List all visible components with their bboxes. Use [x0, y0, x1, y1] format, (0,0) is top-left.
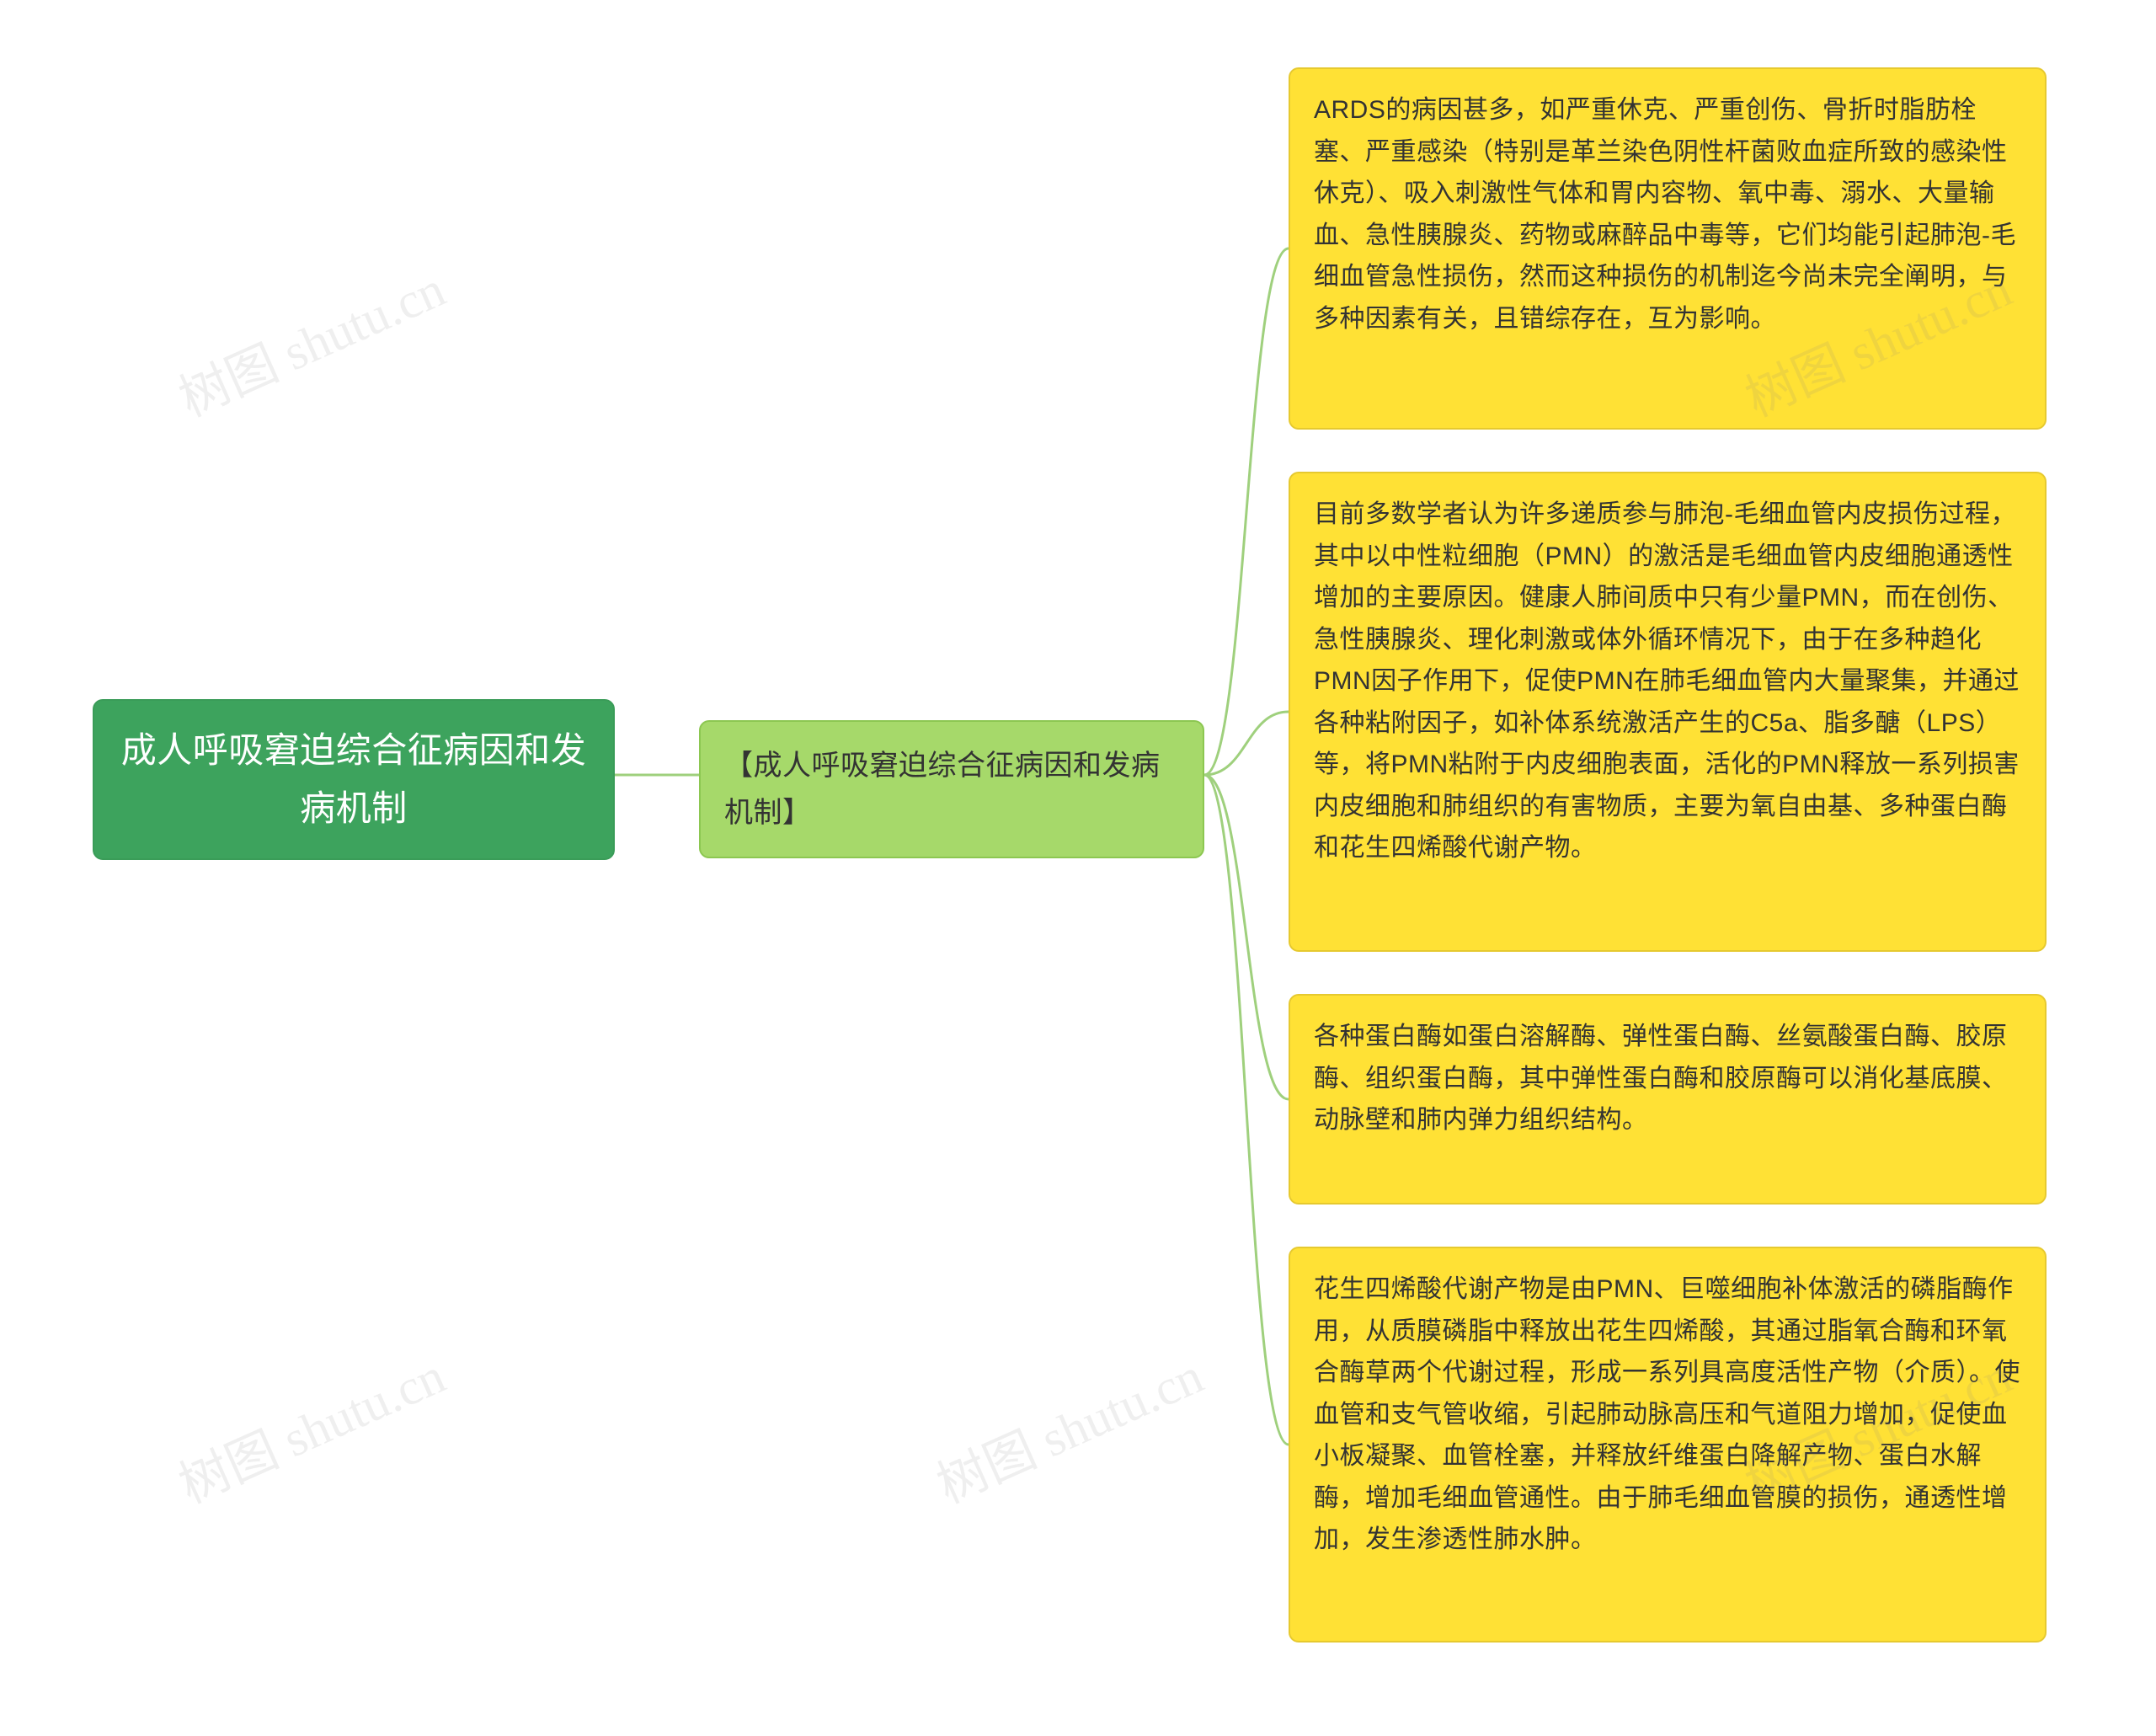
mid-node[interactable]: 【成人呼吸窘迫综合征病因和发病机制】	[699, 720, 1204, 858]
mid-label: 【成人呼吸窘迫综合征病因和发病机制】	[724, 742, 1179, 836]
root-label: 成人呼吸窘迫综合征病因和发病机制	[118, 721, 590, 838]
leaf-node-2[interactable]: 各种蛋白酶如蛋白溶解酶、弹性蛋白酶、丝氨酸蛋白酶、胶原酶、组织蛋白酶，其中弹性蛋…	[1289, 994, 2047, 1205]
watermark-text: 树图 shutu.cn	[924, 1335, 1213, 1517]
mindmap-canvas: 成人呼吸窘迫综合征病因和发病机制 【成人呼吸窘迫综合征病因和发病机制】 ARDS…	[0, 0, 2156, 1736]
leaf-node-3[interactable]: 花生四烯酸代谢产物是由PMN、巨噬细胞补体激活的磷脂酶作用，从质膜磷脂中释放出花…	[1289, 1247, 2047, 1643]
leaf-node-0[interactable]: ARDS的病因甚多，如严重休克、严重创伤、骨折时脂肪栓塞、严重感染（特别是革兰染…	[1289, 67, 2047, 430]
watermark-text: 树图 shutu.cn	[166, 1335, 455, 1517]
leaf-text: 目前多数学者认为许多递质参与肺泡-毛细血管内皮损伤过程，其中以中性粒细胞（PMN…	[1314, 500, 2020, 862]
root-node[interactable]: 成人呼吸窘迫综合征病因和发病机制	[93, 699, 615, 860]
leaf-node-1[interactable]: 目前多数学者认为许多递质参与肺泡-毛细血管内皮损伤过程，其中以中性粒细胞（PMN…	[1289, 472, 2047, 952]
watermark-text: 树图 shutu.cn	[166, 248, 455, 430]
leaf-text: 各种蛋白酶如蛋白溶解酶、弹性蛋白酶、丝氨酸蛋白酶、胶原酶、组织蛋白酶，其中弹性蛋…	[1314, 1023, 2008, 1134]
leaf-text: ARDS的病因甚多，如严重休克、严重创伤、骨折时脂肪栓塞、严重感染（特别是革兰染…	[1314, 96, 2016, 333]
leaf-text: 花生四烯酸代谢产物是由PMN、巨噬细胞补体激活的磷脂酶作用，从质膜磷脂中释放出花…	[1314, 1275, 2020, 1553]
